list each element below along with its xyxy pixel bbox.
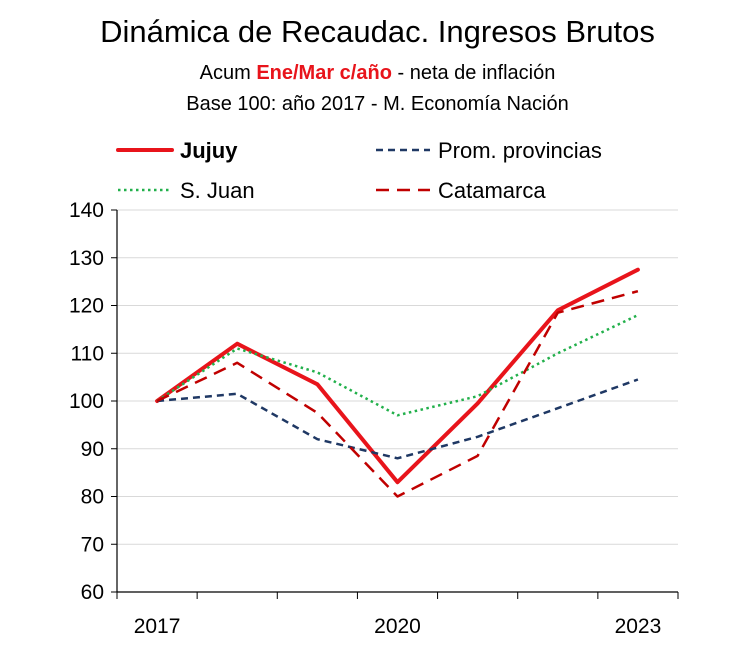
y-tick-label-100: 100 <box>69 390 104 413</box>
y-tick-label-60: 60 <box>81 581 104 604</box>
series-line-prom-provincias <box>156 378 639 460</box>
x-tick-label-2017: 2017 <box>134 615 181 638</box>
x-tick-label-2023: 2023 <box>615 615 662 638</box>
subtitle-post: - neta de inflación <box>391 62 556 84</box>
chart-title: Dinámica de Recaudac. Ingresos Brutos <box>100 14 655 49</box>
y-tick-label-140: 140 <box>69 199 104 222</box>
series-line-jujuy <box>155 267 640 485</box>
y-tick-label-70: 70 <box>81 533 104 556</box>
chart-subtitle-1: Acum Ene/Mar c/año - neta de inflación <box>0 62 755 85</box>
x-tick-label-2020: 2020 <box>374 615 421 638</box>
series-line-s-juan <box>156 313 639 417</box>
axes: 60 70 80 90 100 110 120 130 140 2017 2020 2023 <box>69 199 679 638</box>
chart-subtitle-2: Base 100: año 2017 - M. Economía Nación <box>186 93 569 115</box>
subtitle-highlight: Ene/Mar c/año <box>256 62 392 84</box>
y-tick-label-120: 120 <box>69 295 104 318</box>
legend-label-s-juan: S. Juan <box>180 178 255 203</box>
legend: Jujuy Prom. provincias S. Juan Catamarca <box>116 138 602 203</box>
legend-label-catamarca: Catamarca <box>438 178 546 203</box>
y-tick-label-130: 130 <box>69 247 104 270</box>
y-tick-label-90: 90 <box>81 438 104 461</box>
subtitle-pre: Acum <box>199 62 257 84</box>
legend-label-jujuy: Jujuy <box>180 138 238 163</box>
series-lines <box>155 267 640 498</box>
gridlines <box>117 209 678 545</box>
series-line-catamarca <box>156 289 639 498</box>
legend-label-prom-provincias: Prom. provincias <box>438 138 602 163</box>
y-tick-label-80: 80 <box>81 486 104 509</box>
y-tick-label-110: 110 <box>71 342 104 365</box>
